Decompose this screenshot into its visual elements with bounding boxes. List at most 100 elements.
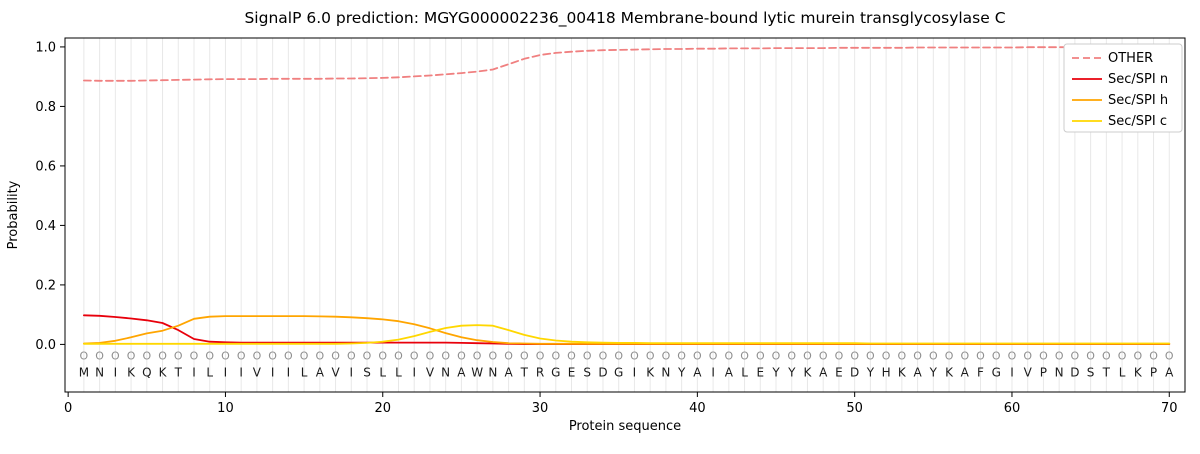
- sequence-letter: Y: [677, 365, 686, 379]
- sequence-letter: Q: [142, 365, 151, 379]
- position-label-marker: O: [976, 349, 985, 362]
- position-label-marker: O: [1039, 349, 1048, 362]
- position-label-marker: O: [300, 349, 309, 362]
- x-tick-label: 0: [64, 401, 72, 416]
- position-label-marker: O: [127, 349, 136, 362]
- sequence-letter: P: [1040, 365, 1047, 379]
- sequence-letter: K: [1134, 365, 1143, 379]
- position-label-marker: O: [1055, 349, 1064, 362]
- position-label-marker: O: [835, 349, 844, 362]
- position-label-marker: O: [1008, 349, 1017, 362]
- position-label-marker: O: [583, 349, 592, 362]
- position-label-marker: O: [268, 349, 277, 362]
- position-label-marker: O: [520, 349, 529, 362]
- sequence-letter: A: [457, 365, 466, 379]
- sequence-letter: V: [426, 365, 435, 379]
- position-label-marker: O: [819, 349, 828, 362]
- position-label-marker: O: [1102, 349, 1111, 362]
- position-label-marker: O: [315, 349, 324, 362]
- position-label-marker: O: [457, 349, 466, 362]
- x-axis-label: Protein sequence: [569, 419, 681, 434]
- position-label-marker: O: [960, 349, 969, 362]
- x-tick-label: 60: [1004, 401, 1021, 416]
- position-label-marker: O: [551, 349, 560, 362]
- position-label-marker: O: [253, 349, 262, 362]
- sequence-letter: I: [711, 365, 715, 379]
- series-line-sec-spi-h: [83, 315, 1171, 345]
- sequence-letter: A: [693, 365, 702, 379]
- position-label-marker: O: [756, 349, 765, 362]
- legend-label-sec-spi-c: Sec/SPI c: [1108, 114, 1167, 129]
- sequence-letter: A: [725, 365, 734, 379]
- sequence-letter: P: [1150, 365, 1157, 379]
- position-label-marker: O: [111, 349, 120, 362]
- sequence-letter: T: [1102, 365, 1111, 379]
- position-label-marker: O: [740, 349, 749, 362]
- sequence-letter: I: [350, 365, 354, 379]
- position-label-marker: O: [614, 349, 623, 362]
- position-label-marker: O: [174, 349, 183, 362]
- sequence-letter: I: [224, 365, 228, 379]
- position-label-marker: O: [913, 349, 922, 362]
- sequence-letter: K: [804, 365, 813, 379]
- sequence-letter: A: [819, 365, 828, 379]
- legend: OTHER Sec/SPI n Sec/SPI h Sec/SPI c: [1063, 43, 1183, 133]
- position-label-marker: O: [473, 349, 482, 362]
- position-label-marker: O: [898, 349, 907, 362]
- position-label-marker: O: [95, 349, 104, 362]
- position-label-marker: O: [205, 349, 214, 362]
- sequence-letter: I: [1010, 365, 1014, 379]
- position-label-marker: O: [284, 349, 293, 362]
- position-label-marker: O: [693, 349, 702, 362]
- sequence-letter: K: [646, 365, 655, 379]
- position-label-marker: O: [1165, 349, 1174, 362]
- position-label-marker: O: [190, 349, 199, 362]
- position-label-marker: O: [772, 349, 781, 362]
- position-label-marker: O: [1023, 349, 1032, 362]
- sequence-letter: L: [379, 365, 386, 379]
- sequence-letter: Y: [787, 365, 796, 379]
- sequence-letter: L: [741, 365, 748, 379]
- position-label-marker: O: [1118, 349, 1127, 362]
- position-label-marker: O: [866, 349, 875, 362]
- y-tick-label: 0.6: [35, 159, 56, 174]
- position-label-marker: O: [567, 349, 576, 362]
- y-axis-label: Probability: [6, 180, 21, 249]
- position-label-marker: O: [410, 349, 419, 362]
- y-tick-label: 0.2: [35, 278, 56, 293]
- position-label-marker: O: [237, 349, 246, 362]
- position-label-marker: O: [1086, 349, 1095, 362]
- position-label-marker: O: [394, 349, 403, 362]
- x-tick-label: 20: [374, 401, 391, 416]
- sequence-letter: F: [977, 365, 984, 379]
- position-label-marker: O: [426, 349, 435, 362]
- position-label-marker: O: [945, 349, 954, 362]
- sequence-letter: A: [504, 365, 513, 379]
- y-tick-label: 1.0: [35, 40, 56, 55]
- sequence-letter: V: [331, 365, 340, 379]
- position-label-marker: O: [929, 349, 938, 362]
- legend-label-sec-spi-h: Sec/SPI h: [1108, 93, 1168, 108]
- sequence-letter: T: [520, 365, 529, 379]
- sequence-letter: E: [756, 365, 764, 379]
- sequence-letter: R: [536, 365, 544, 379]
- sequence-letter: K: [898, 365, 907, 379]
- position-label-marker: O: [787, 349, 796, 362]
- sequence-letter: N: [1055, 365, 1064, 379]
- sequence-letter: N: [95, 365, 104, 379]
- position-label-marker: O: [489, 349, 498, 362]
- sequence-letter: I: [114, 365, 118, 379]
- position-label-marker: O: [1133, 349, 1142, 362]
- x-tick-label: 70: [1161, 401, 1178, 416]
- sequence-letter: K: [945, 365, 954, 379]
- y-tick-label: 0.8: [35, 100, 56, 115]
- position-label-marker: O: [724, 349, 733, 362]
- position-label-marker: O: [378, 349, 387, 362]
- legend-label-other: OTHER: [1108, 51, 1153, 66]
- position-label-marker: O: [630, 349, 639, 362]
- sequence-letter: A: [316, 365, 325, 379]
- sequence-letter: E: [568, 365, 576, 379]
- position-label-marker: O: [1149, 349, 1158, 362]
